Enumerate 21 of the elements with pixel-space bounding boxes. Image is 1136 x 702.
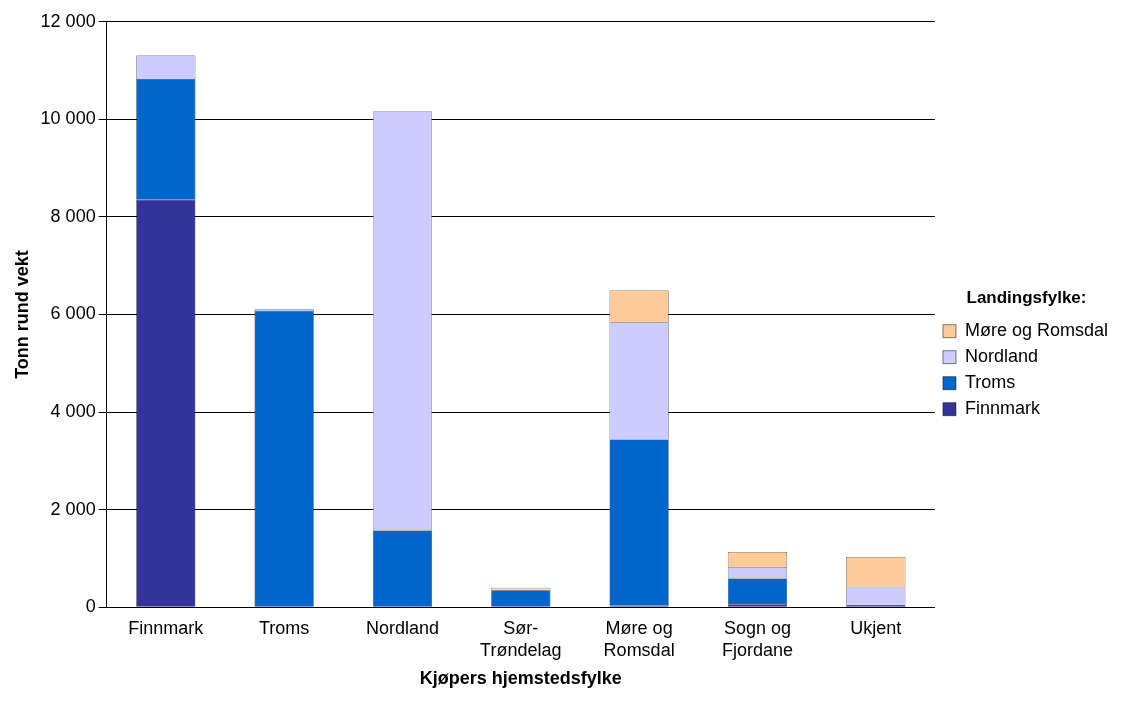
x-tick-label: Sør-Trøndelag bbox=[480, 617, 562, 660]
y-tick-label: 6 000 bbox=[50, 303, 96, 324]
x-tick-label: Ukjent bbox=[850, 617, 902, 638]
legend-label: Nordland bbox=[964, 346, 1038, 367]
y-tick-label: 2 000 bbox=[50, 498, 96, 519]
legend-label: Finnmark bbox=[964, 398, 1041, 419]
y-axis-title: Tonn rund vekt bbox=[11, 250, 32, 379]
y-tick-label: 8 000 bbox=[50, 205, 96, 226]
x-tick-label: Nordland bbox=[365, 617, 439, 638]
y-tick-label: 0 bbox=[85, 596, 96, 617]
legend-label: Møre og Romsdal bbox=[964, 320, 1108, 341]
legend-title: Landingsfylke: bbox=[966, 287, 1087, 307]
x-tick-label: Finnmark bbox=[128, 617, 205, 638]
x-axis-title: Kjøpers hjemstedsfylke bbox=[419, 668, 622, 689]
y-tick-label: 12 000 bbox=[40, 10, 96, 31]
legend-label: Troms bbox=[964, 372, 1016, 393]
x-tick-label: Møre og Romsdal bbox=[603, 617, 675, 660]
y-tick-label: 10 000 bbox=[40, 108, 96, 129]
x-tick-label: Troms bbox=[258, 617, 310, 638]
x-tick-label: Sogn og Fjordane bbox=[721, 617, 793, 660]
y-tick-label: 4 000 bbox=[50, 401, 96, 422]
